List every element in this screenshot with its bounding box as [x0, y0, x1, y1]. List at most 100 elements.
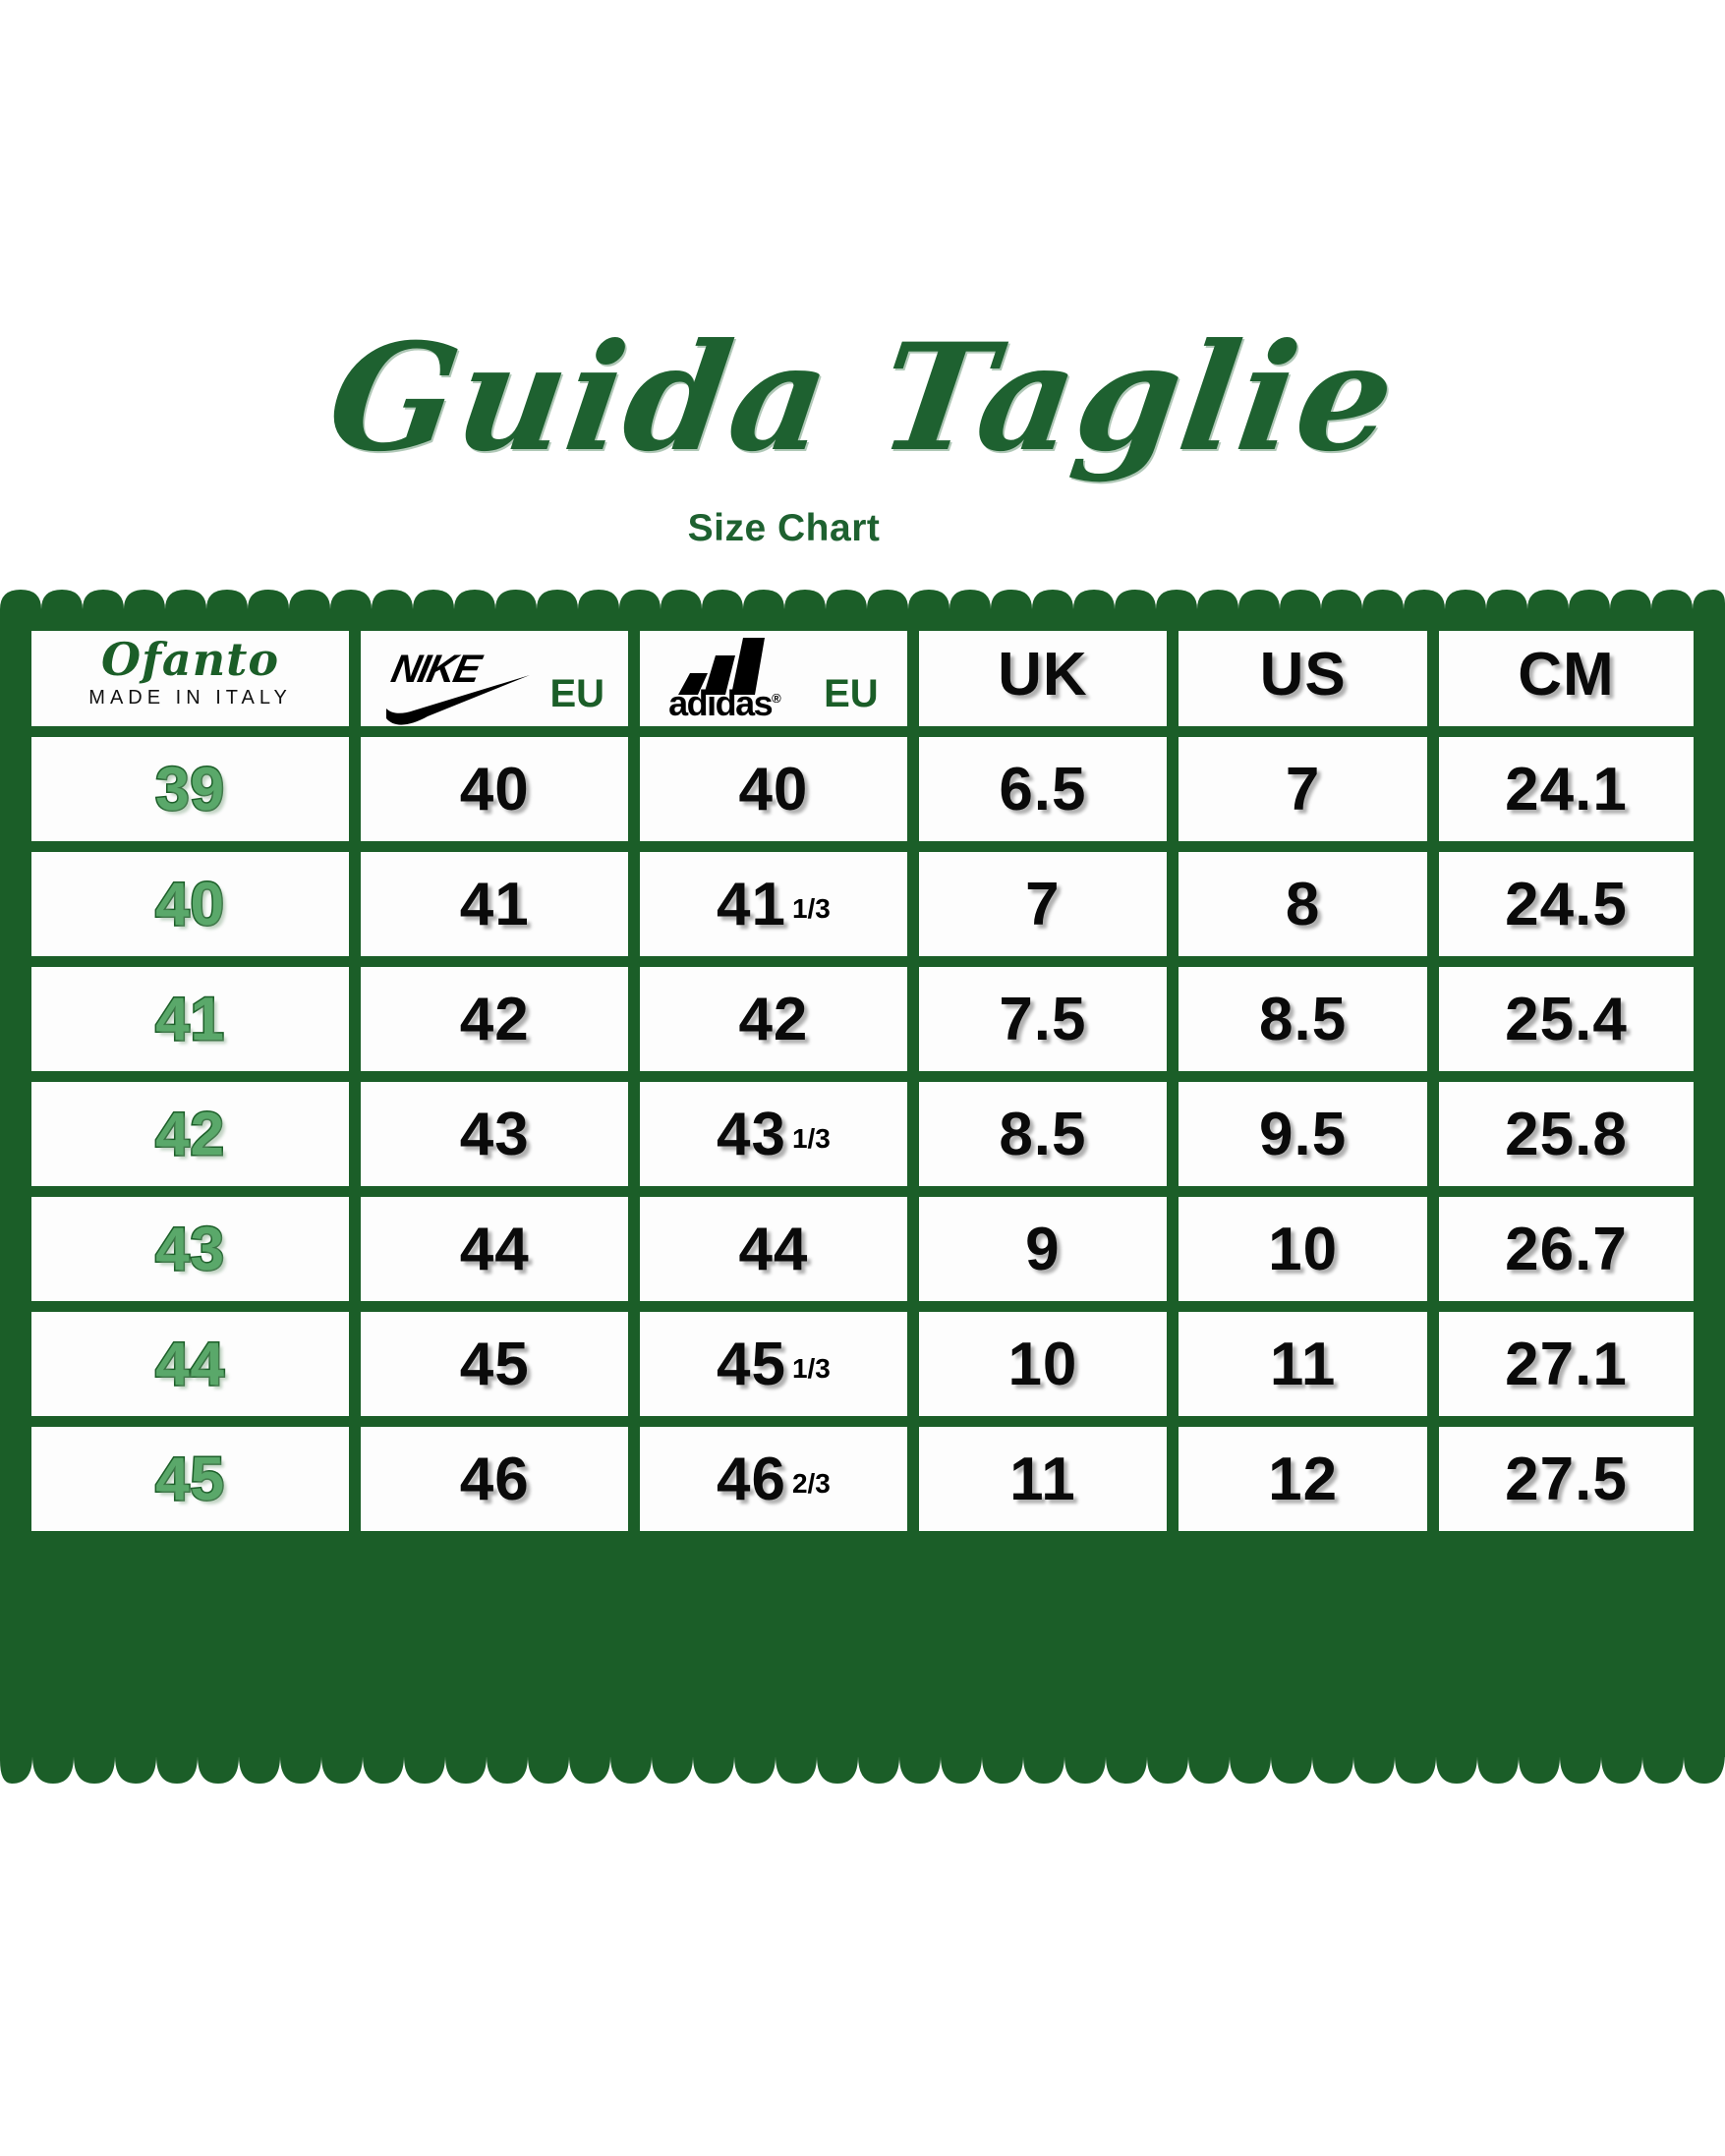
cell-us: 8	[1179, 852, 1427, 956]
header-label-us: US	[1259, 640, 1347, 709]
ofanto-logo: Ofanto MADE IN ITALY	[31, 622, 349, 726]
cell-us: 10	[1179, 1197, 1427, 1301]
header-cell-uk: UK	[918, 622, 1168, 726]
header-label-uk: UK	[998, 640, 1088, 709]
table-row: 42 43 43 1/3 8.5 9.5 25.8	[31, 1082, 1694, 1186]
size-chart-table: Ofanto MADE IN ITALY NIKE EU	[20, 611, 1705, 1542]
cell-cm-value: 27.5	[1505, 1445, 1628, 1513]
cell-ofanto-value: 41	[154, 984, 226, 1054]
cell-uk: 10	[918, 1312, 1168, 1416]
nike-swoosh-icon	[386, 675, 531, 725]
cell-nike: 40	[361, 737, 629, 841]
adidas-registered-mark: ®	[772, 691, 781, 706]
cell-ofanto: 45	[31, 1427, 350, 1531]
cell-ofanto: 44	[31, 1312, 350, 1416]
cell-ofanto: 42	[31, 1082, 350, 1186]
cell-ofanto: 41	[31, 967, 350, 1071]
cell-cm: 27.1	[1438, 1312, 1694, 1416]
cell-us: 7	[1179, 737, 1427, 841]
cell-adidas-fraction: 2/3	[791, 1468, 831, 1500]
cell-adidas: 45 1/3	[640, 1312, 907, 1416]
cell-cm-value: 26.7	[1505, 1215, 1628, 1283]
cell-cm: 26.7	[1438, 1197, 1694, 1301]
cell-us-value: 8	[1285, 870, 1321, 938]
cell-ofanto-value: 39	[154, 754, 226, 824]
cell-adidas: 42	[640, 967, 907, 1071]
cell-adidas-fraction: 1/3	[791, 1123, 831, 1155]
cell-cm: 27.5	[1438, 1427, 1694, 1531]
header-cell-adidas: adidas® EU	[640, 622, 907, 726]
cell-nike: 42	[361, 967, 629, 1071]
cell-nike: 41	[361, 852, 629, 956]
adidas-word-text: adidas	[668, 683, 774, 723]
cell-ofanto-value: 43	[154, 1214, 226, 1284]
cell-cm: 25.4	[1438, 967, 1694, 1071]
cell-us-value: 12	[1268, 1445, 1339, 1513]
page-subtitle: Size Chart	[687, 507, 881, 549]
cell-nike-value: 46	[459, 1445, 530, 1513]
cell-cm-value: 24.1	[1505, 755, 1628, 823]
cell-adidas-fraction: 1/3	[791, 893, 831, 925]
cell-nike-value: 45	[459, 1330, 530, 1398]
header-cell-nike: NIKE EU	[361, 622, 629, 726]
cell-uk-value: 7.5	[999, 985, 1087, 1053]
header-cell-cm: CM	[1438, 622, 1694, 726]
cell-nike: 45	[361, 1312, 629, 1416]
cell-cm-value: 25.8	[1505, 1100, 1628, 1168]
cell-uk-value: 7	[1025, 870, 1061, 938]
table-header-row: Ofanto MADE IN ITALY NIKE EU	[31, 622, 1694, 726]
cell-cm-value: 27.1	[1505, 1330, 1628, 1398]
cell-us-value: 7	[1285, 755, 1321, 823]
cell-uk-value: 9	[1025, 1215, 1061, 1283]
cell-uk-value: 8.5	[999, 1100, 1087, 1168]
cell-uk: 6.5	[918, 737, 1168, 841]
nike-unit-label: EU	[549, 672, 605, 715]
table-body: 39 40 40 6.5 7 24.1 40 41 41 1/3 7 8 24.5 41 42 42 7.5 8.…	[31, 737, 1694, 1531]
cell-us-value: 11	[1269, 1330, 1337, 1398]
adidas-three-stripes-icon	[678, 638, 766, 695]
cell-adidas: 44	[640, 1197, 907, 1301]
page-title-block: Guida Taglie	[0, 312, 1725, 484]
cell-us: 12	[1179, 1427, 1427, 1531]
table-row: 45 46 46 2/3 11 12 27.5	[31, 1427, 1694, 1531]
header-cell-us: US	[1179, 622, 1427, 726]
cell-ofanto-value: 40	[154, 869, 226, 939]
cell-ofanto-value: 45	[154, 1444, 226, 1514]
cell-uk-value: 11	[1009, 1445, 1076, 1513]
cell-cm: 24.1	[1438, 737, 1694, 841]
cell-uk-value: 6.5	[999, 755, 1087, 823]
adidas-wordmark: adidas®	[668, 683, 781, 724]
cell-uk: 9	[918, 1197, 1168, 1301]
cell-adidas-value: 41	[716, 870, 786, 938]
cell-cm: 24.5	[1438, 852, 1694, 956]
cell-nike-value: 41	[459, 870, 530, 938]
cell-uk: 8.5	[918, 1082, 1168, 1186]
cell-uk: 7	[918, 852, 1168, 956]
cell-uk: 7.5	[918, 967, 1168, 1071]
cell-us-value: 8.5	[1259, 985, 1348, 1053]
cell-ofanto-value: 44	[154, 1329, 226, 1399]
cell-ofanto: 40	[31, 852, 350, 956]
cell-adidas: 41 1/3	[640, 852, 907, 956]
adidas-unit-label: EU	[824, 672, 879, 715]
ofanto-tagline: MADE IN ITALY	[88, 687, 292, 709]
cell-adidas: 46 2/3	[640, 1427, 907, 1531]
cell-nike-value: 40	[459, 755, 530, 823]
header-cell-ofanto: Ofanto MADE IN ITALY	[31, 622, 350, 726]
cell-us: 8.5	[1179, 967, 1427, 1071]
adidas-logo: adidas® EU	[640, 622, 906, 726]
nike-logo: NIKE EU	[361, 622, 628, 726]
cell-nike: 43	[361, 1082, 629, 1186]
cell-us: 11	[1179, 1312, 1427, 1416]
nike-mark: NIKE	[384, 642, 542, 726]
adidas-mark: adidas®	[668, 636, 816, 726]
cell-adidas-value: 40	[738, 755, 809, 823]
size-chart-panel: Ofanto MADE IN ITALY NIKE EU	[0, 590, 1725, 1784]
cell-us: 9.5	[1179, 1082, 1427, 1186]
table-row: 40 41 41 1/3 7 8 24.5	[31, 852, 1694, 956]
cell-nike-value: 44	[459, 1215, 530, 1283]
cell-us-value: 10	[1268, 1215, 1339, 1283]
cell-uk-value: 10	[1007, 1330, 1078, 1398]
cell-adidas-value: 45	[716, 1330, 786, 1398]
cell-cm: 25.8	[1438, 1082, 1694, 1186]
